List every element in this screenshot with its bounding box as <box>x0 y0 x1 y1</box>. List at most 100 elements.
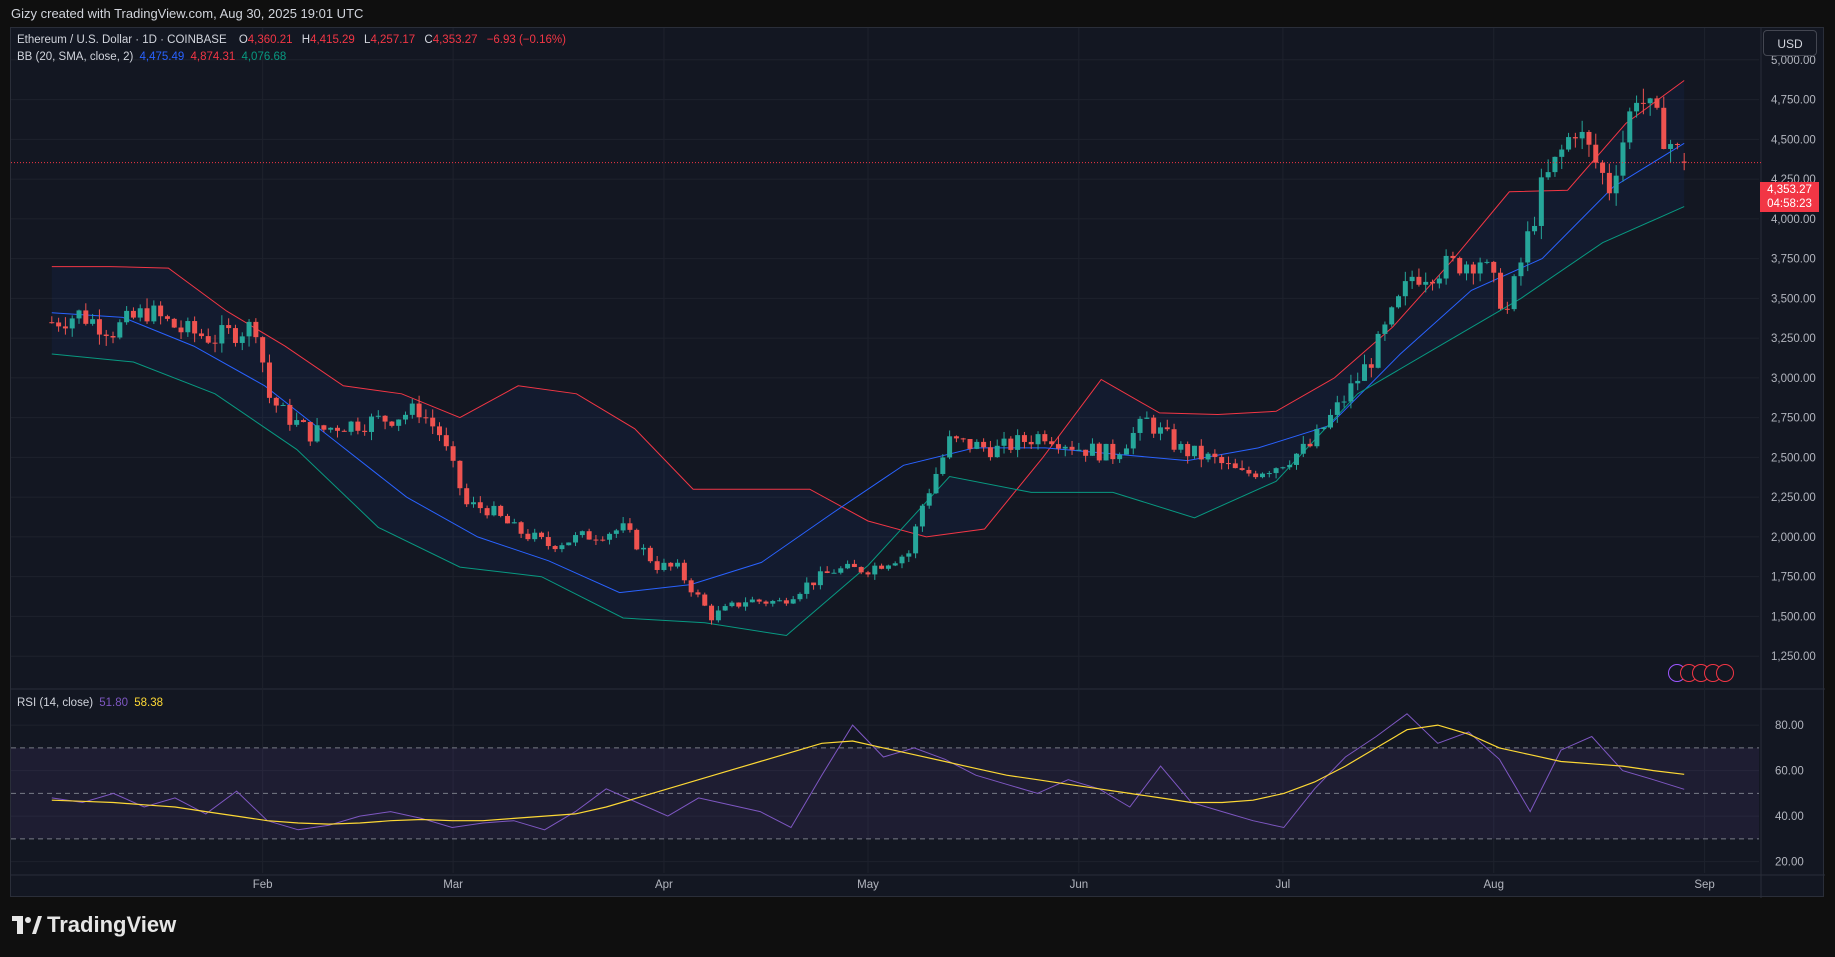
candle-body <box>1314 429 1320 447</box>
candle-body <box>1015 435 1021 450</box>
candle-body <box>1661 107 1667 149</box>
symbol-legend[interactable]: Ethereum / U.S. Dollar · 1D · COINBASE O… <box>17 34 569 46</box>
candle-body <box>1545 172 1551 178</box>
candle-body <box>1151 417 1157 434</box>
candle-body <box>1538 177 1544 226</box>
candle-body <box>777 600 783 602</box>
candle-body <box>722 606 728 611</box>
price-chart[interactable]: 5,000.004,750.004,500.004,250.004,000.00… <box>11 28 1825 898</box>
candle-body <box>368 416 374 432</box>
price-tick-label: 2,000.00 <box>1771 532 1816 544</box>
candle-body <box>498 505 504 516</box>
candle-body <box>1259 473 1265 478</box>
candle-body <box>1552 156 1558 173</box>
rsi-legend[interactable]: RSI (14, close) 51.80 58.38 <box>17 697 166 709</box>
candle-body <box>1198 445 1204 460</box>
candle-body <box>1634 102 1640 112</box>
attribution-bar: Gizy created with TradingView.com, Aug 3… <box>11 6 364 21</box>
candle-body <box>1042 434 1048 442</box>
candle-body <box>1504 308 1510 310</box>
rsi-line <box>51 713 1685 831</box>
candle-body <box>525 533 531 540</box>
candle-body <box>974 441 980 449</box>
bb-lower-value: 4,076.68 <box>241 51 287 63</box>
currency-button[interactable]: USD <box>1763 30 1817 56</box>
candle-body <box>634 529 640 550</box>
candle-body <box>1640 102 1646 104</box>
candle-body <box>593 539 599 541</box>
price-tick-label: 4,000.00 <box>1771 214 1816 226</box>
candle-body <box>906 553 912 557</box>
candle-body <box>110 335 116 338</box>
candle-body <box>1559 149 1565 157</box>
candle-body <box>1606 172 1612 194</box>
candle-body <box>511 522 517 524</box>
candle-body <box>287 404 293 425</box>
price-tick-label: 4,500.00 <box>1771 134 1816 146</box>
candle-body <box>212 342 218 344</box>
candle-body <box>899 556 905 564</box>
candle-body <box>1178 444 1184 450</box>
rsi-label[interactable]: RSI (14, close) <box>17 697 94 709</box>
candle-body <box>763 601 769 604</box>
event-icons[interactable] <box>1668 664 1734 682</box>
time-tick-label: Apr <box>655 879 673 891</box>
candle-body <box>1239 468 1245 470</box>
price-tick-label: 3,500.00 <box>1771 293 1816 305</box>
candle-body <box>1674 144 1680 146</box>
candle-body <box>811 582 817 586</box>
chart-frame[interactable]: 5,000.00 4,750.00 4,500.00 4,250.00 4,000.00… <box>10 27 1825 898</box>
candle-body <box>1627 111 1633 143</box>
price-tick-label: 2,750.00 <box>1771 413 1816 425</box>
candle-body <box>484 508 490 516</box>
high-label: H <box>301 34 311 46</box>
flag-icon[interactable] <box>1716 664 1734 682</box>
candle-body <box>1518 262 1524 277</box>
candle-body <box>987 447 993 458</box>
candle-body <box>1511 276 1517 310</box>
candle-body <box>471 502 477 505</box>
candle-body <box>756 599 762 602</box>
bb-label[interactable]: BB (20, SMA, close, 2) <box>17 51 134 63</box>
candle-body <box>69 318 75 329</box>
symbol-title[interactable]: Ethereum / U.S. Dollar · 1D · COINBASE <box>17 34 227 46</box>
price-tick-label: 3,000.00 <box>1771 373 1816 385</box>
candle-body <box>824 571 830 574</box>
price-tick-label: 1,750.00 <box>1771 572 1816 584</box>
rsi-value: 51.80 <box>99 697 129 709</box>
candle-body <box>416 403 422 418</box>
candle-body <box>620 523 626 531</box>
change-value: −6.93 (−0.16%) <box>486 34 566 46</box>
candle-body <box>1355 380 1361 384</box>
candle-body <box>1389 307 1395 325</box>
candle-body <box>681 562 687 581</box>
bb-legend[interactable]: BB (20, SMA, close, 2) 4,475.49 4,874.31… <box>17 51 289 63</box>
candle-body <box>362 430 368 432</box>
last-price-tag: 4,353.27 04:58:23 <box>1760 182 1819 212</box>
candle-body <box>552 546 558 550</box>
candle-body <box>1212 453 1218 457</box>
candle-body <box>1191 445 1197 457</box>
candle-body <box>1491 261 1497 273</box>
candle-body <box>1083 449 1089 456</box>
candle-body <box>695 592 701 595</box>
candle-body <box>1600 162 1606 173</box>
candle-body <box>579 531 585 536</box>
candle-body <box>430 417 436 427</box>
time-tick-label: May <box>857 879 879 891</box>
candle-body <box>62 326 68 329</box>
low-label: L <box>364 34 371 46</box>
candle-body <box>1586 131 1592 145</box>
candle-body <box>239 336 245 343</box>
candle-body <box>253 321 259 338</box>
rsi-tick-label: 60.00 <box>1775 766 1804 778</box>
candle-body <box>300 420 306 423</box>
tradingview-logo[interactable]: TradingView <box>12 912 176 938</box>
candle-body <box>103 334 109 336</box>
candle-body <box>314 425 320 442</box>
candle-body <box>668 562 674 567</box>
candle-body <box>178 327 184 333</box>
price-tick-label: 1,500.00 <box>1771 611 1816 623</box>
candle-body <box>246 321 252 337</box>
